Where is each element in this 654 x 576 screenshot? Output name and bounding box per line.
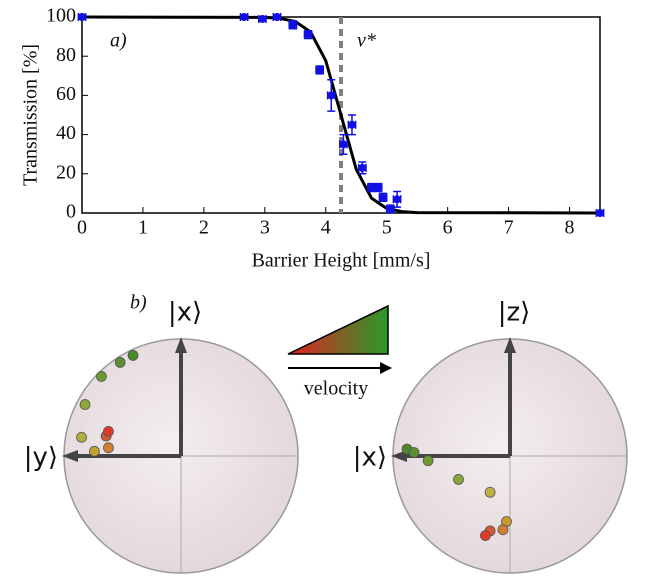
ket-label: |x⟩ (168, 298, 202, 328)
state-point (103, 426, 114, 437)
point (327, 91, 336, 100)
y-tick-label: 100 (46, 5, 76, 27)
point (596, 209, 604, 217)
ket-label: |y⟩ (24, 443, 58, 473)
point (393, 195, 402, 204)
x-tick-label: 4 (321, 217, 331, 239)
arrow-head (175, 337, 187, 353)
threshold-label: v* (357, 30, 376, 52)
arrow-head (380, 362, 392, 374)
x-tick-label: 8 (565, 217, 575, 239)
point (374, 183, 383, 192)
state-point (127, 349, 139, 361)
point (240, 13, 249, 21)
panel-label: a) (110, 30, 127, 52)
point (304, 30, 313, 39)
state-point (96, 371, 107, 382)
point (288, 20, 297, 29)
x-tick-label: 6 (443, 217, 453, 239)
state-point (453, 473, 464, 485)
point (78, 13, 86, 21)
y-tick-label: 20 (56, 161, 76, 183)
state-point (114, 356, 126, 368)
y-tick-label: 40 (56, 122, 76, 144)
point (273, 13, 282, 21)
y-tick-label: 60 (56, 83, 76, 105)
arrow-head (504, 337, 516, 353)
x-tick-label: 2 (199, 217, 209, 239)
state-point (484, 486, 496, 498)
point (339, 140, 348, 149)
state-point (103, 442, 114, 454)
x-tick-label: 5 (382, 217, 392, 239)
x-tick-label: 0 (77, 217, 87, 239)
x-tick-label: 1 (138, 217, 148, 239)
y-tick-label: 80 (56, 44, 76, 66)
x-tick-label: 7 (504, 217, 514, 239)
point (386, 205, 395, 214)
state-point (497, 524, 509, 536)
y-tick-label: 0 (66, 201, 76, 223)
arrow-head (391, 450, 407, 462)
point (315, 65, 324, 74)
state-point (422, 455, 434, 467)
velocity-gradient (287, 304, 389, 355)
x-tick-label: 3 (260, 217, 270, 239)
point (358, 163, 367, 172)
point (258, 14, 267, 23)
x-axis-label: Barrier Height [mm/s] (252, 250, 431, 272)
state-point (89, 445, 100, 457)
velocity-label: velocity (304, 378, 368, 400)
panel-label: b) (130, 292, 147, 314)
point (367, 183, 376, 192)
point (379, 193, 388, 202)
ket-label: |z⟩ (498, 298, 531, 328)
arrow-head (62, 450, 78, 462)
state-point (76, 431, 87, 443)
state-point (79, 399, 91, 410)
ket-label: |x⟩ (353, 443, 387, 473)
point (347, 120, 356, 129)
state-point (408, 447, 420, 458)
y-axis-label: Transmission [%] (20, 44, 42, 186)
state-point (480, 530, 491, 541)
